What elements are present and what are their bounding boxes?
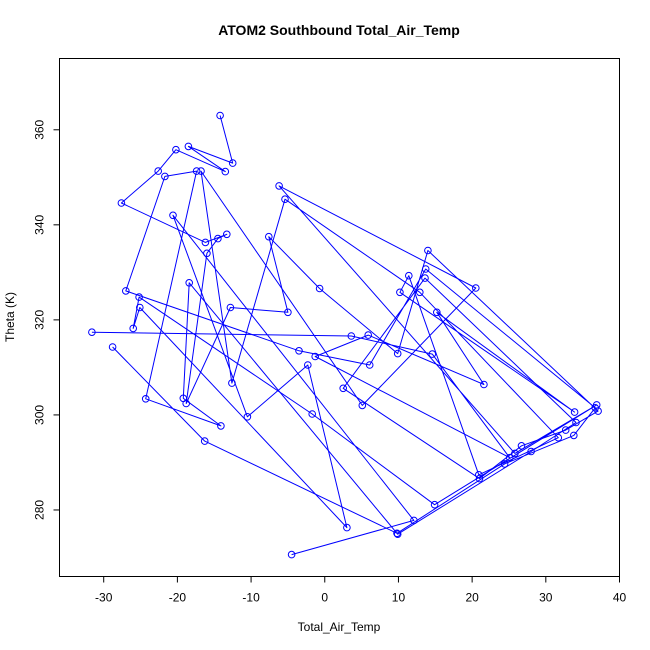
data-point — [135, 293, 143, 301]
data-point — [304, 361, 312, 369]
data-point — [311, 352, 320, 361]
data-point — [396, 288, 404, 297]
data-point — [365, 361, 374, 369]
data-point — [108, 343, 117, 351]
data-point — [228, 379, 236, 387]
data-point — [141, 395, 150, 403]
data-point — [393, 530, 402, 539]
data-point — [221, 167, 230, 176]
chart-title: ATOM2 Southbound Total_Air_Temp — [218, 22, 460, 38]
data-point — [88, 328, 96, 337]
y-tick-label: 320 — [33, 310, 47, 330]
data-point — [217, 422, 225, 430]
data-point — [364, 331, 373, 339]
x-tick-label: -30 — [95, 591, 113, 605]
data-point — [561, 426, 570, 434]
data-point — [154, 167, 162, 175]
x-tick-label: -20 — [169, 591, 187, 605]
data-point — [505, 453, 514, 462]
y-axis: 280 300 320 340 360 — [33, 119, 60, 520]
series-line-1 — [112, 115, 599, 535]
data-point — [475, 471, 483, 479]
data-point — [172, 145, 180, 154]
data-point — [393, 529, 401, 538]
data-point — [570, 431, 578, 440]
data-point — [179, 394, 188, 403]
data-point — [339, 384, 348, 393]
data-point — [243, 413, 252, 421]
plot-frame — [59, 58, 620, 577]
data-point — [169, 211, 177, 220]
data-point — [284, 308, 292, 317]
x-tick-label: 0 — [321, 591, 328, 605]
data-point — [416, 288, 424, 297]
data-point — [572, 418, 580, 427]
x-tick-label: 20 — [465, 591, 479, 605]
series-line-2 — [91, 170, 598, 556]
data-point — [358, 401, 367, 410]
data-point — [192, 167, 201, 175]
data-point — [433, 308, 441, 317]
data-point — [393, 349, 402, 358]
y-tick-label: 300 — [33, 405, 47, 425]
data-point — [226, 303, 235, 312]
data-point — [430, 500, 439, 509]
data-point — [223, 230, 231, 239]
data-point — [185, 279, 193, 287]
x-tick-label: 10 — [392, 591, 406, 605]
y-tick-label: 340 — [33, 214, 47, 234]
data-point — [480, 380, 488, 389]
data-point — [281, 195, 289, 203]
data-point — [197, 167, 205, 175]
data-point — [424, 246, 432, 255]
data-point — [343, 523, 351, 532]
data-point — [136, 303, 144, 312]
data-point — [200, 437, 209, 445]
data-point — [554, 433, 563, 442]
y-tick-label: 360 — [33, 119, 47, 139]
data-point — [129, 324, 137, 333]
data-point — [570, 408, 579, 416]
x-tick-label: 30 — [539, 591, 553, 605]
data-point — [184, 142, 193, 151]
data-point — [405, 271, 413, 280]
x-tick-label: 40 — [613, 591, 627, 605]
data-point — [122, 287, 130, 295]
data-point — [421, 274, 429, 282]
data-point — [265, 232, 273, 241]
data-point — [511, 449, 519, 458]
data-point — [228, 159, 237, 167]
data-point — [287, 550, 296, 559]
data-point — [161, 172, 169, 181]
plot-layer — [88, 111, 602, 559]
data-point — [214, 234, 222, 243]
y-axis-label: Theta (K) — [3, 292, 17, 342]
x-tick-label: -10 — [242, 591, 260, 605]
data-point — [308, 410, 317, 418]
data-point — [117, 199, 126, 207]
data-point — [472, 284, 480, 292]
data-point — [201, 238, 210, 247]
data-point — [275, 182, 283, 190]
data-point — [347, 332, 356, 340]
x-axis-label: Total_Air_Temp — [298, 620, 381, 634]
y-tick-label: 280 — [33, 500, 47, 520]
data-point — [592, 401, 601, 409]
x-axis: -30 -20 -10 0 10 20 30 40 — [95, 576, 627, 605]
data-point — [295, 347, 303, 355]
data-point — [315, 284, 324, 293]
data-point — [421, 265, 430, 273]
data-point — [428, 350, 437, 358]
data-point — [216, 111, 224, 120]
data-point — [410, 516, 418, 525]
